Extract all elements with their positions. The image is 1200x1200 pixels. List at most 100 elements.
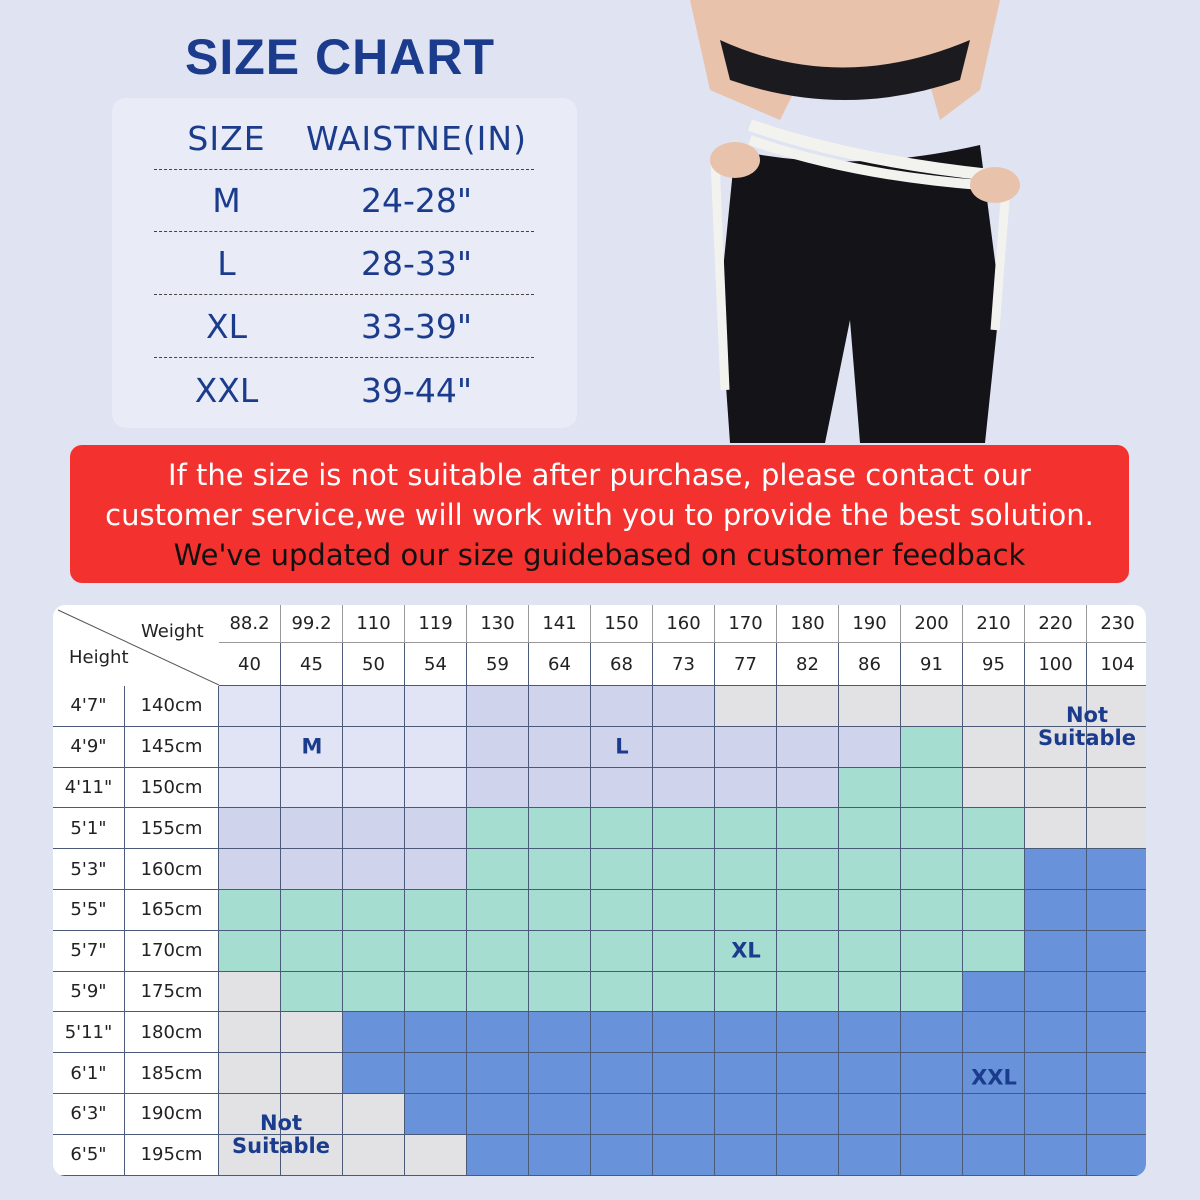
weight-lb-header: 210	[963, 605, 1025, 643]
size-cell-xxl	[1087, 1053, 1146, 1094]
size-cell-xxl	[1087, 890, 1146, 931]
size-cell-l	[467, 726, 529, 768]
size-cell-xl	[963, 808, 1025, 850]
size-cell-l	[529, 686, 591, 727]
size-cell-xl	[777, 849, 839, 890]
size-cell-n	[839, 686, 901, 727]
size-cell-xxl	[1087, 1094, 1146, 1135]
size-cell-xxl	[1025, 1134, 1087, 1176]
waist-size-table: SIZE WAISTNE(IN) M 24-28" L 28-33" XL 33-39…	[112, 98, 577, 428]
size-cell-xxl	[1087, 971, 1146, 1013]
size-cell-xxl	[467, 1012, 529, 1054]
size-region-label: XXL	[971, 1065, 1017, 1090]
size-cell-xxl	[405, 1094, 467, 1135]
size-cell-m	[405, 686, 467, 727]
height-weight-size-grid: Weight Height 88.2 99.2 110 119 130 141 150 160…	[53, 605, 1146, 1176]
waist-row: XXL 39-44"	[154, 359, 534, 421]
size-cell-xxl	[963, 1134, 1025, 1176]
weight-kg-header: 104	[1087, 643, 1146, 686]
size-cell-xxl	[529, 1053, 591, 1094]
notice-banner: If the size is not suitable after purcha…	[70, 445, 1129, 583]
height-cm-label: 150cm	[125, 767, 219, 809]
size-cell-xxl	[529, 1012, 591, 1054]
weight-lb-header: 180	[777, 605, 839, 643]
size-cell-m	[281, 726, 343, 768]
size-cell-xxl	[1025, 971, 1087, 1013]
height-axis-label: Height	[69, 647, 129, 668]
size-region-label: L	[615, 734, 629, 759]
waist-row: M 24-28"	[154, 170, 534, 232]
weight-kg-header: 40	[219, 643, 281, 686]
size-cell-l	[281, 849, 343, 890]
size-cell-l	[653, 686, 715, 727]
weight-lb-header: 160	[653, 605, 715, 643]
size-cell-xxl	[963, 971, 1025, 1013]
diagonal-divider	[57, 609, 219, 686]
size-cell-m	[281, 686, 343, 727]
height-ft-label: 5'5"	[53, 890, 125, 931]
height-ft-label: 6'5"	[53, 1134, 125, 1176]
size-cell-n	[219, 971, 281, 1013]
waist: 28-33"	[360, 244, 473, 283]
size-cell-xxl	[901, 1134, 963, 1176]
weight-axis-label: Weight	[141, 621, 204, 642]
size-cell-n	[343, 1094, 405, 1135]
weight-lb-header: 119	[405, 605, 467, 643]
height-cm-label: 155cm	[125, 808, 219, 850]
size-cell-xxl	[715, 1053, 777, 1094]
size-cell-xxl	[1025, 930, 1087, 972]
size-cell-xxl	[777, 1094, 839, 1135]
size-cell-xl	[529, 808, 591, 850]
size-cell-n	[1087, 726, 1146, 768]
size-cell-xl	[467, 890, 529, 931]
size-cell-xxl	[777, 1012, 839, 1054]
height-ft-label: 5'3"	[53, 849, 125, 890]
weight-lb-header: 230	[1087, 605, 1146, 643]
size-cell-xxl	[1025, 849, 1087, 890]
size-cell-xxl	[467, 1094, 529, 1135]
size-cell-l	[405, 808, 467, 850]
size-cell-xl	[591, 849, 653, 890]
size-cell-xxl	[777, 1134, 839, 1176]
size-cell-xl	[405, 890, 467, 931]
size-cell-m	[343, 726, 405, 768]
size-cell-xl	[901, 971, 963, 1013]
size-cell-xl	[777, 808, 839, 850]
size-cell-n	[901, 686, 963, 727]
size-cell-m	[219, 686, 281, 727]
size-header: SIZE	[187, 119, 266, 158]
size-cell-xl	[591, 930, 653, 972]
size-cell-xxl	[405, 1053, 467, 1094]
height-cm-label: 145cm	[125, 726, 219, 768]
size-cell-xxl	[653, 1053, 715, 1094]
notice-line: If the size is not suitable after purcha…	[168, 458, 1031, 492]
size-cell-xl	[219, 930, 281, 972]
weight-lb-header: 141	[529, 605, 591, 643]
size-cell-n	[343, 1134, 405, 1176]
size-cell-n	[1087, 686, 1146, 727]
size-cell-xl	[777, 930, 839, 972]
size-cell-xxl	[591, 1134, 653, 1176]
size-cell-xl	[405, 930, 467, 972]
notice-line: customer service,we will work with you t…	[105, 498, 1094, 532]
size-cell-n	[1025, 686, 1087, 727]
size-cell-xl	[901, 808, 963, 850]
size-cell-l	[529, 767, 591, 809]
size-cell-l	[343, 849, 405, 890]
weight-lb-header: 88.2	[219, 605, 281, 643]
height-cm-label: 175cm	[125, 971, 219, 1013]
size-cell-n	[405, 1134, 467, 1176]
size-cell-xl	[839, 767, 901, 809]
size-cell-l	[529, 726, 591, 768]
size-cell-xl	[901, 930, 963, 972]
size-cell-xxl	[653, 1012, 715, 1054]
weight-lb-header: 220	[1025, 605, 1087, 643]
size-cell-xl	[591, 890, 653, 931]
size-cell-xl	[901, 849, 963, 890]
weight-kg-header: 73	[653, 643, 715, 686]
height-ft-label: 5'9"	[53, 971, 125, 1013]
size-cell-xxl	[591, 1053, 653, 1094]
waist-row: L 28-33"	[154, 233, 534, 295]
size-cell-xl	[715, 808, 777, 850]
size-cell-xl	[901, 767, 963, 809]
